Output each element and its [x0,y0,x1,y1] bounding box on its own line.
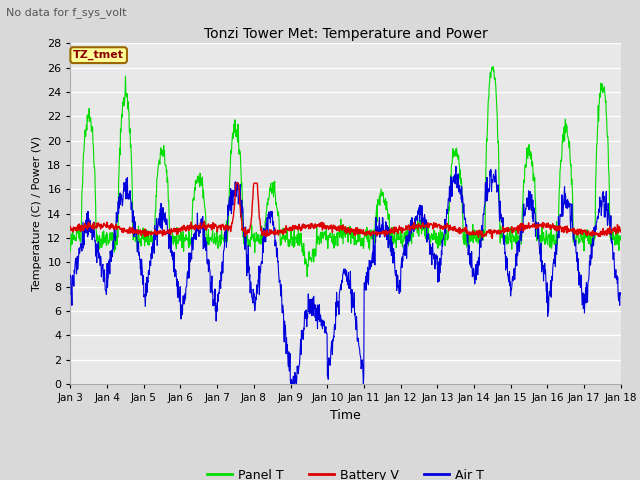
Text: No data for f_sys_volt: No data for f_sys_volt [6,7,127,18]
Text: TZ_tmet: TZ_tmet [73,50,124,60]
X-axis label: Time: Time [330,408,361,421]
Y-axis label: Temperature (C) / Power (V): Temperature (C) / Power (V) [31,136,42,291]
Legend: Panel T, Battery V, Air T: Panel T, Battery V, Air T [202,464,489,480]
Title: Tonzi Tower Met: Temperature and Power: Tonzi Tower Met: Temperature and Power [204,27,488,41]
